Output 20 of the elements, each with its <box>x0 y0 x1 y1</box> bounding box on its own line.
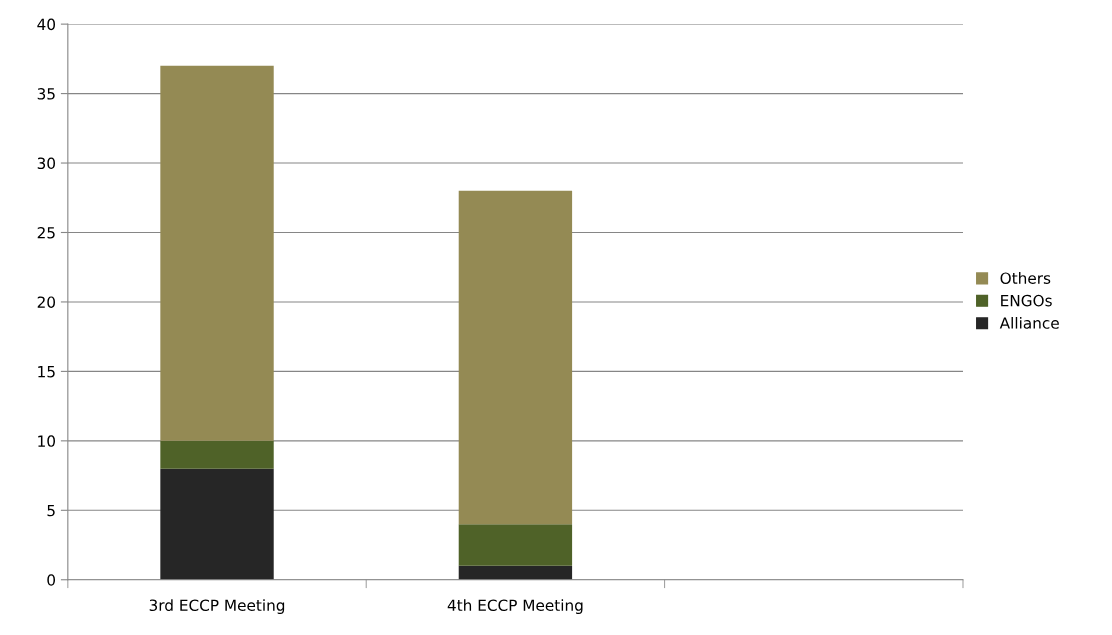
y-tick-label: 10 <box>38 435 56 447</box>
legend-label: Others <box>1000 272 1051 284</box>
y-tick-label: 5 <box>47 504 55 517</box>
bar <box>160 440 274 469</box>
x-tick-label: 4th ECCP Meeting <box>447 599 583 614</box>
y-tick-label: 40 <box>37 18 56 31</box>
bar <box>160 65 274 441</box>
x-tick-label: 3rd ECCP Meeting <box>149 599 285 614</box>
y-tick-label: 20 <box>37 296 56 308</box>
legend-label: ENGOs <box>1001 294 1052 307</box>
y-tick-label: 0 <box>47 574 56 586</box>
y-tick-label: 25 <box>37 226 55 239</box>
bar <box>458 190 573 525</box>
bar <box>160 468 274 580</box>
y-tick-label: 15 <box>38 366 55 378</box>
bar <box>458 565 573 580</box>
legend-label: Alliance <box>999 316 1059 329</box>
y-tick-label: 35 <box>37 88 55 100</box>
bar <box>458 524 573 566</box>
y-tick-label: 30 <box>37 157 56 170</box>
